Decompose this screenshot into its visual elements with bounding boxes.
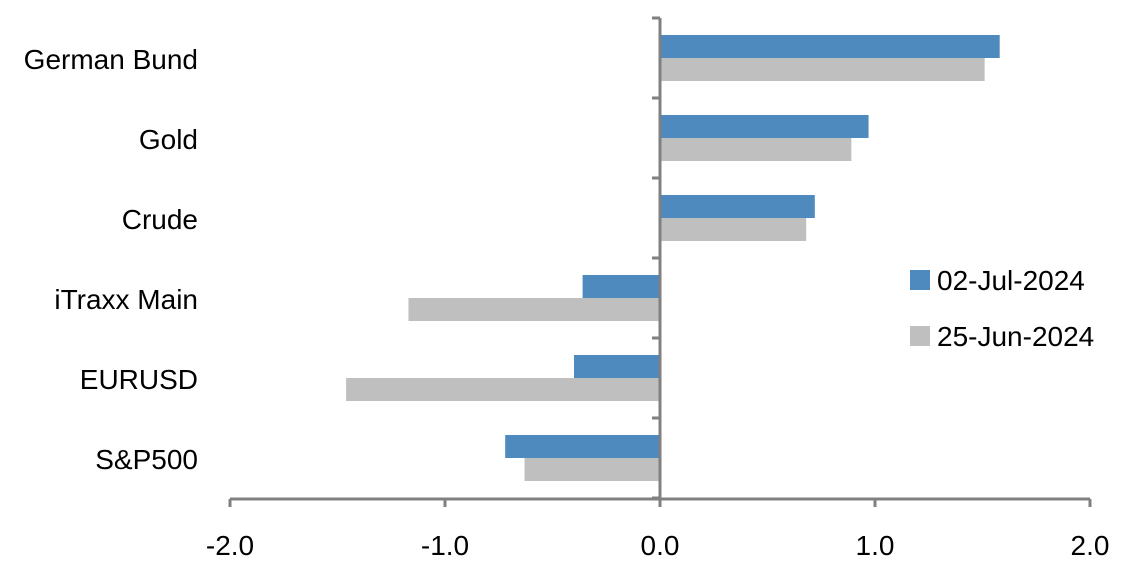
- category-label: iTraxx Main: [54, 284, 198, 315]
- category-label: S&P500: [95, 444, 198, 475]
- bar-series1: [660, 115, 869, 138]
- legend-swatch: [910, 270, 930, 290]
- category-label: Crude: [122, 204, 198, 235]
- bar-series1: [574, 355, 660, 378]
- bar-series2: [660, 218, 807, 241]
- x-tick-label: -1.0: [421, 530, 469, 561]
- bar-series2: [346, 378, 660, 401]
- bar-series2: [408, 298, 660, 321]
- legend-label: 02-Jul-2024: [937, 265, 1085, 296]
- bar-series1: [660, 35, 1000, 58]
- category-label: Gold: [139, 124, 198, 155]
- category-label: EURUSD: [80, 364, 198, 395]
- bar-series1: [660, 195, 815, 218]
- category-label: German Bund: [24, 44, 198, 75]
- x-tick-label: 1.0: [856, 530, 895, 561]
- bar-series2: [524, 458, 660, 481]
- legend-swatch: [910, 326, 930, 346]
- bar-series1: [582, 275, 660, 298]
- x-tick-label: 2.0: [1071, 530, 1110, 561]
- bar-series2: [660, 138, 852, 161]
- x-tick-label: 0.0: [641, 530, 680, 561]
- bar-series2: [660, 58, 985, 81]
- x-tick-label: -2.0: [206, 530, 254, 561]
- legend-label: 25-Jun-2024: [937, 321, 1094, 352]
- bar-series1: [505, 435, 660, 458]
